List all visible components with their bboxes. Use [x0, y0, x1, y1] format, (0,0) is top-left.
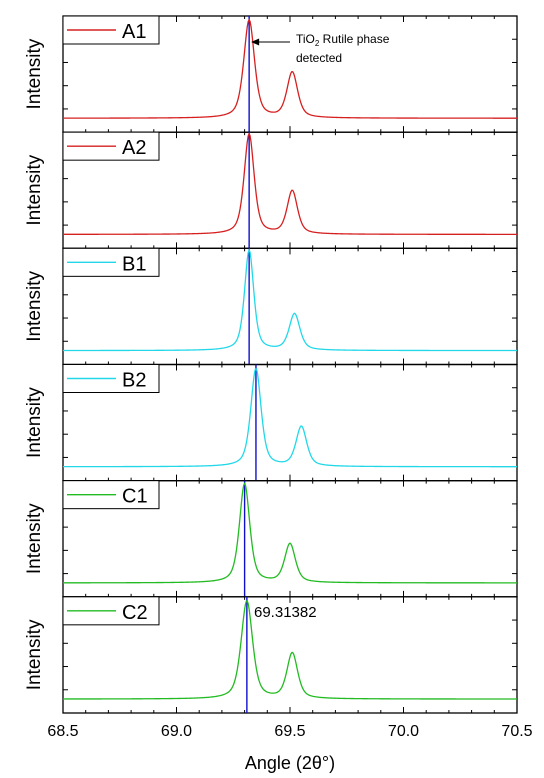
- legend-a1: A1: [62, 15, 160, 45]
- x-tick-label: 69.5: [274, 723, 305, 740]
- series-line-a2: [63, 132, 517, 235]
- legend-label: C2: [122, 602, 148, 624]
- legend-c1: C1: [62, 480, 160, 510]
- panel-a1: A1 Intensity: [24, 15, 518, 133]
- series-line-a1: [63, 18, 517, 119]
- x-tick-label: 70.0: [388, 723, 419, 740]
- annotation-text-line2: detected: [296, 51, 342, 65]
- y-axis-label: Intensity: [24, 38, 45, 109]
- legend-label: A1: [122, 21, 146, 43]
- y-axis-label: Intensity: [24, 154, 45, 225]
- series-line-b2: [63, 368, 517, 468]
- y-axis-label: Intensity: [24, 619, 45, 690]
- x-tick-label: 69.0: [161, 723, 192, 740]
- legend-b2: B2: [62, 364, 160, 393]
- annotation-text-line1: TiO2 Rutile phase: [296, 32, 390, 48]
- legend-a2: A2: [62, 131, 160, 161]
- panel-c1: C1 Intensity: [24, 480, 518, 598]
- x-tick-label: 70.5: [501, 723, 532, 740]
- peak-value-label: 69.31382: [254, 604, 317, 621]
- series-line-c1: [63, 481, 517, 584]
- panel-c2: C2 Intensity: [24, 596, 518, 714]
- y-axis-label: Intensity: [24, 271, 45, 342]
- legend-label: C1: [122, 486, 148, 508]
- panel-b2: B2 Intensity: [24, 363, 518, 482]
- series-line-b1: [63, 248, 517, 352]
- x-tick-label: 68.5: [47, 723, 78, 740]
- legend-label: B1: [122, 253, 146, 275]
- annotation-arrowhead: [251, 38, 260, 46]
- panel-a2: A2 Intensity: [24, 131, 518, 249]
- legend-label: A2: [122, 137, 146, 159]
- panel-b1: B1 Intensity: [24, 247, 518, 366]
- y-axis-label: Intensity: [24, 387, 45, 458]
- legend-c2: C2: [62, 596, 160, 626]
- legend-label: B2: [122, 370, 146, 392]
- x-axis-label: Angle (2θ°): [245, 753, 335, 773]
- legend-b1: B1: [62, 247, 160, 277]
- y-axis-label: Intensity: [24, 503, 45, 574]
- series-line-c2: [63, 600, 517, 700]
